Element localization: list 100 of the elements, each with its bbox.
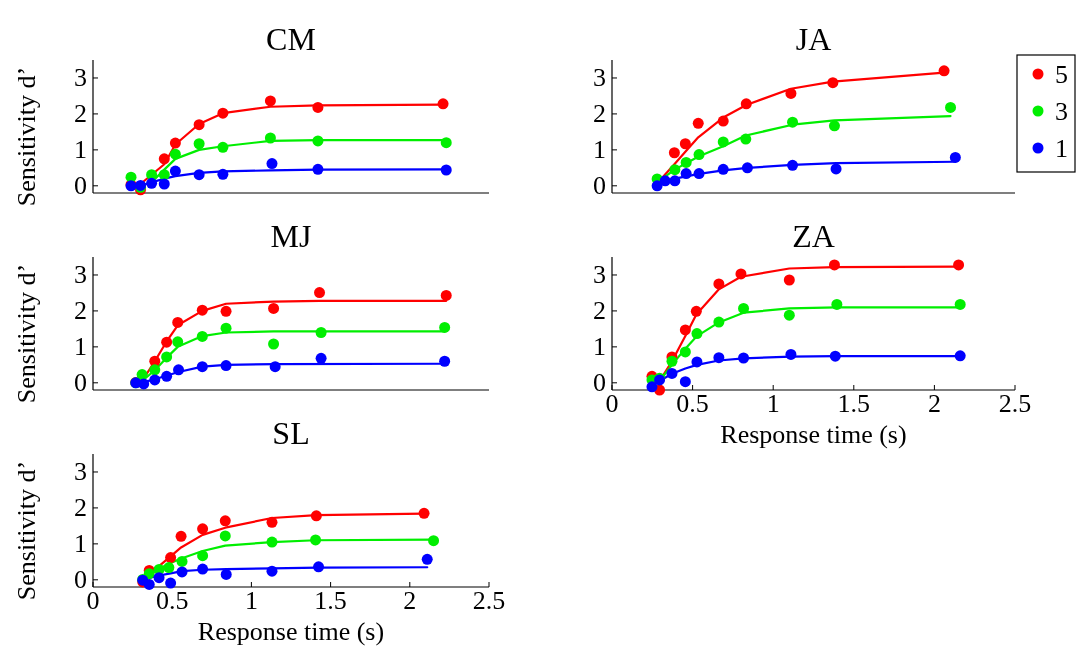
y-axis-title: Sensitivity d’ — [12, 263, 41, 404]
point — [220, 322, 232, 334]
point — [651, 180, 663, 192]
point — [197, 523, 209, 535]
point — [738, 302, 750, 314]
point — [315, 326, 327, 338]
point — [193, 169, 205, 181]
point — [713, 316, 725, 328]
point — [266, 158, 278, 170]
point — [268, 302, 280, 314]
point — [439, 321, 451, 333]
y-tick-label: 0 — [74, 171, 87, 201]
point — [679, 324, 691, 336]
point — [266, 565, 278, 577]
y-tick-label: 2 — [74, 296, 87, 326]
point — [217, 107, 229, 119]
point — [428, 535, 440, 547]
point — [783, 309, 795, 321]
point — [831, 298, 843, 310]
point — [220, 360, 232, 372]
point — [196, 304, 208, 316]
point — [269, 361, 281, 373]
point — [193, 138, 205, 150]
y-tick-label: 1 — [74, 529, 87, 559]
y-tick-label: 3 — [74, 63, 87, 93]
point — [646, 381, 658, 393]
point — [691, 356, 703, 368]
point — [439, 355, 451, 367]
point — [668, 147, 680, 159]
legend-label: 3 — [1055, 96, 1068, 126]
point — [680, 156, 692, 168]
point — [692, 117, 704, 129]
y-tick-label: 3 — [593, 260, 606, 290]
chart-title: SL — [272, 415, 310, 451]
point — [314, 287, 326, 299]
x-tick-label: 2.5 — [998, 389, 1032, 418]
point — [738, 352, 750, 364]
point — [264, 132, 276, 144]
point — [153, 572, 165, 584]
y-axis-title: Sensitivity d’ — [12, 460, 41, 601]
x-tick-label: 2 — [927, 389, 941, 418]
point — [717, 115, 729, 127]
point — [196, 330, 208, 342]
point — [949, 151, 961, 163]
point — [669, 175, 681, 187]
point — [693, 168, 705, 180]
point — [161, 336, 173, 348]
point — [740, 133, 752, 145]
point — [169, 165, 181, 177]
legend-label: 5 — [1055, 59, 1068, 89]
x-axis-title: Response time (s) — [197, 617, 385, 646]
point — [136, 369, 148, 381]
point — [266, 536, 278, 548]
point — [680, 168, 692, 180]
point — [163, 562, 175, 574]
point — [717, 163, 729, 175]
y-tick-label: 2 — [74, 493, 87, 523]
point — [312, 163, 324, 175]
point — [169, 148, 181, 160]
x-tick-label: 1 — [244, 586, 258, 615]
chart-title: CM — [266, 21, 316, 57]
point — [312, 101, 324, 113]
point — [217, 168, 229, 180]
x-tick-label: 0.5 — [155, 586, 189, 615]
point — [143, 578, 155, 590]
point — [219, 515, 231, 527]
point — [787, 159, 799, 171]
point — [313, 561, 325, 573]
y-tick-label: 0 — [74, 565, 87, 595]
point — [268, 338, 280, 350]
point — [197, 563, 209, 575]
point — [713, 278, 725, 290]
point — [172, 336, 184, 348]
point — [785, 348, 797, 360]
point — [666, 367, 678, 379]
point — [176, 555, 188, 567]
point — [679, 376, 691, 388]
point — [149, 374, 161, 386]
point — [827, 77, 839, 89]
y-tick-label: 1 — [74, 332, 87, 362]
point — [945, 101, 957, 113]
x-tick-label: 2 — [403, 586, 417, 615]
point — [176, 566, 188, 578]
point — [193, 119, 205, 131]
point — [220, 305, 232, 317]
point — [679, 138, 691, 150]
y-tick-label: 2 — [593, 296, 606, 326]
y-tick-label: 3 — [593, 63, 606, 93]
point — [158, 169, 170, 181]
chart-title: MJ — [270, 218, 312, 254]
point — [264, 95, 276, 107]
point — [418, 507, 430, 519]
point — [666, 355, 678, 367]
point — [158, 178, 170, 190]
x-tick-label: 0.5 — [676, 389, 709, 418]
chart-title: JA — [795, 21, 832, 57]
x-tick-label: 1.5 — [314, 586, 347, 615]
legend-label: 1 — [1055, 133, 1068, 163]
y-tick-label: 3 — [74, 457, 87, 487]
point — [440, 164, 452, 176]
